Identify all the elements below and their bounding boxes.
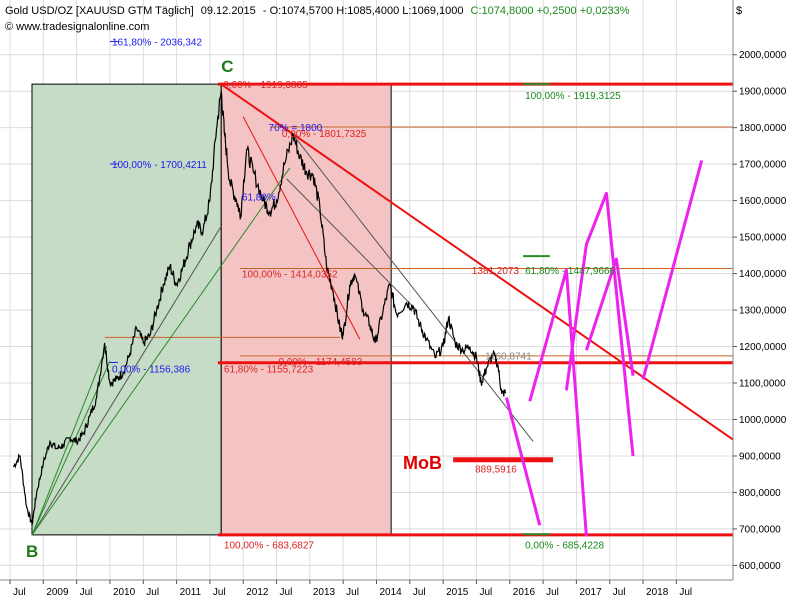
thin-downtrend [242, 116, 361, 340]
x-tick-label: Jul [146, 587, 159, 598]
fan-1 [31, 225, 222, 536]
annotation-label: 100,00% - 1919,3125 [525, 91, 621, 102]
x-tick-label: 2013 [313, 587, 336, 598]
x-tick-label: 2011 [180, 587, 202, 598]
x-tick-label: Jul [479, 587, 492, 598]
y-tick-label: 1700,0000 [739, 160, 787, 171]
pivot-points-layer: BC [26, 57, 234, 561]
x-tick-label: 2009 [46, 587, 69, 598]
x-tick-label: Jul [679, 587, 692, 598]
annotation-label: 0,00% - 1801,7325 [282, 129, 367, 140]
grey-trend [292, 134, 534, 442]
projection-3 [564, 191, 635, 457]
annotation-label: 61,80% - 1447,9666 [525, 266, 616, 277]
x-tick-label: Jul [613, 587, 626, 598]
x-tick-label: Jul [280, 587, 293, 598]
projection-2 [528, 268, 588, 537]
y-tick-label: 600,0000 [739, 561, 781, 572]
y-tick-label: 900,0000 [739, 451, 781, 462]
annotation-label: 100,00% - 683,6827 [224, 540, 315, 551]
y-tick-label: 1900,0000 [739, 87, 787, 98]
fan-4 [31, 346, 108, 536]
y-axis-ticks: 600,0000 700,0000 800,0000 900,0000 1000,000… [733, 50, 787, 572]
header-quote-close: C:1074,8000 +0,2500 +0,0233% [471, 5, 630, 17]
x-tick-label: 2018 [646, 587, 669, 598]
x-tick-label: Jul [13, 587, 26, 598]
x-tick-label: 2014 [379, 587, 402, 598]
annotation-label: 61,80% - 1155,7223 [224, 364, 314, 375]
fan-2 [31, 167, 291, 536]
projection-layer [504, 160, 704, 537]
x-axis-ticks: Jul 2009 Jul 2010 Jul 2011 Jul 2012 Jul 2013 Jul 20… [9, 580, 692, 598]
grey-trend-2 [286, 178, 417, 311]
annotation-label: 0,00% - 1156,386 [112, 364, 191, 375]
mob-label: MoB [403, 453, 442, 473]
y-tick-label: 1100,0000 [739, 379, 786, 390]
header-website: © www.tradesignalonline.com [5, 21, 149, 33]
annotation-label: 70% = 1800 [269, 123, 323, 134]
currency-label: $ [736, 5, 742, 17]
y-tick-label: 1600,0000 [739, 196, 787, 207]
x-tick-label: Jul [413, 587, 426, 598]
header-symbol: Gold USD/OZ [XAUUSD GTM Täglich] [5, 5, 194, 17]
x-tick-label: Jul [346, 587, 359, 598]
annotation-label: 0,00% - 685,4228 [525, 540, 604, 551]
annotation-label: 1160,8741 [485, 352, 532, 363]
header-quote-ohl: - O:1074,5700 H:1085,4000 L:1069,1000 [263, 5, 464, 17]
x-tick-label: Jul [80, 587, 93, 598]
annotation-label: 100,00% - 1700,4211 [112, 160, 207, 171]
y-tick-label: 700,0000 [739, 524, 781, 535]
annotation-label: 889,5916 [475, 465, 517, 476]
y-tick-label: 1800,0000 [739, 123, 787, 134]
y-tick-label: 800,0000 [739, 488, 781, 499]
y-tick-label: 2000,0000 [739, 50, 787, 61]
x-tick-label: 2017 [579, 587, 602, 598]
x-tick-label: Jul [546, 587, 559, 598]
annotation-label: 0,00% - 1919,3885 [223, 80, 308, 91]
point-b: B [26, 542, 38, 561]
annotation-label: 61,80% [242, 192, 276, 203]
y-tick-label: 1500,0000 [739, 233, 787, 244]
header-quote-line: Gold USD/OZ [XAUUSD GTM Täglich] 09.12.2… [5, 5, 630, 17]
x-tick-label: Jul [213, 587, 226, 598]
green-box [31, 83, 222, 536]
projection-4 [584, 257, 635, 376]
header-date: 09.12.2015 [201, 5, 256, 17]
x-tick-label: 2016 [513, 587, 536, 598]
price-line [12, 91, 507, 525]
point-c: C [221, 57, 233, 76]
annotation-label: 161,80% - 2036,342 [112, 37, 203, 48]
x-tick-label: 2015 [446, 587, 469, 598]
price-series-layer [12, 91, 507, 525]
trend-lines-layer [31, 83, 734, 536]
main-downtrend [220, 83, 734, 441]
projection-1 [504, 397, 542, 526]
x-tick-label: 2012 [246, 587, 269, 598]
annotation-label: 1381,2073 [472, 266, 520, 277]
y-tick-label: 1200,0000 [739, 342, 787, 353]
x-tick-label: 2010 [113, 587, 136, 598]
y-tick-label: 1400,0000 [739, 269, 787, 280]
y-tick-label: 1300,0000 [739, 306, 787, 317]
annotation-layer: 161,80% - 2036,342 0,00% - 1919,3885 70% =… [112, 37, 621, 551]
y-tick-label: 1000,0000 [739, 415, 787, 426]
projection-5 [641, 160, 704, 380]
annotation-label: 100,00% - 1414,0352 [242, 270, 338, 281]
annotation-label: 0,00% - 1174,4583 [279, 357, 363, 368]
